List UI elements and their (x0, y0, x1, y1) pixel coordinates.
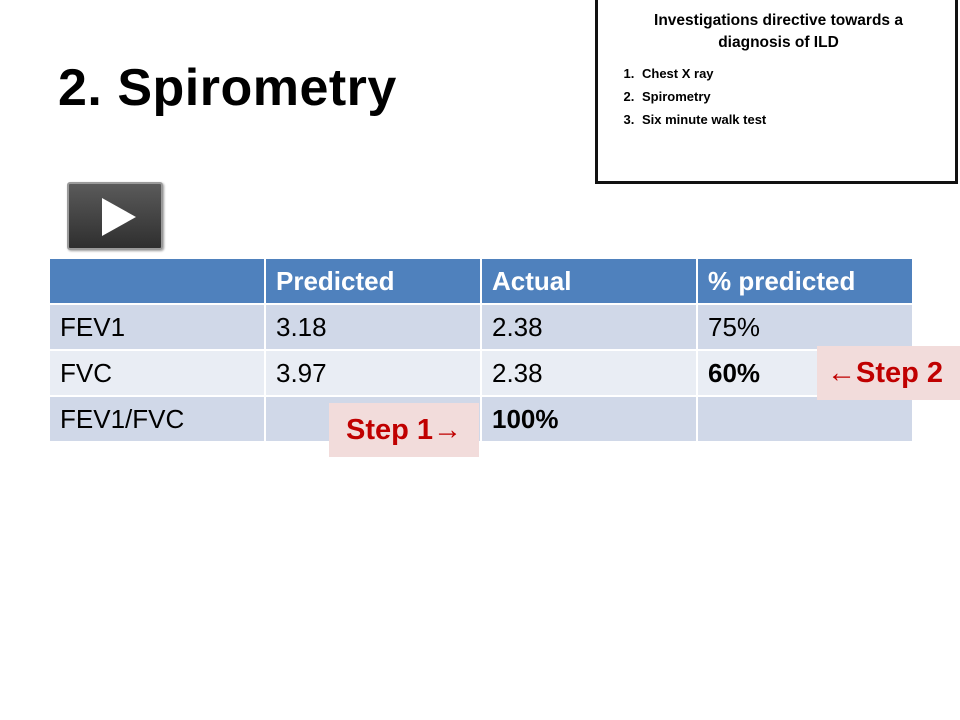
percent-predicted-cell: 75% (696, 303, 914, 351)
header-cell-percent-predicted: % predicted (696, 257, 914, 305)
step-1-callout: Step 1→ (329, 403, 479, 457)
spirometry-table: Predicted Actual % predicted FEV1 3.18 2… (48, 257, 914, 443)
actual-cell: 100% (480, 395, 698, 443)
row-label: FEV1/FVC (48, 395, 266, 443)
table-row: FEV1/FVC 100% (48, 395, 914, 443)
predicted-cell: 3.18 (264, 303, 482, 351)
row-label: FEV1 (48, 303, 266, 351)
info-box-list: Chest X ray Spirometry Six minute walk t… (614, 62, 943, 131)
info-item-spirometry: Spirometry (638, 85, 943, 108)
info-box: Investigations directive towards a diagn… (595, 0, 958, 184)
table-header-row: Predicted Actual % predicted (48, 257, 914, 305)
table-row: FVC 3.97 2.38 60% (48, 349, 914, 397)
table-row: FEV1 3.18 2.38 75% (48, 303, 914, 351)
play-icon (102, 198, 136, 236)
actual-cell: 2.38 (480, 303, 698, 351)
percent-predicted-cell (696, 395, 914, 443)
actual-cell: 2.38 (480, 349, 698, 397)
slide-title: 2. Spirometry (58, 59, 397, 117)
info-item-chest-xray: Chest X ray (638, 62, 943, 85)
predicted-cell: 3.97 (264, 349, 482, 397)
header-cell-blank (48, 257, 266, 305)
info-box-title: Investigations directive towards a diagn… (654, 12, 903, 51)
header-cell-predicted: Predicted (264, 257, 482, 305)
info-item-six-minute-walk: Six minute walk test (638, 108, 943, 131)
row-label: FVC (48, 349, 266, 397)
step-2-callout: ←Step 2 (817, 346, 960, 400)
play-button[interactable] (67, 182, 163, 250)
header-cell-actual: Actual (480, 257, 698, 305)
